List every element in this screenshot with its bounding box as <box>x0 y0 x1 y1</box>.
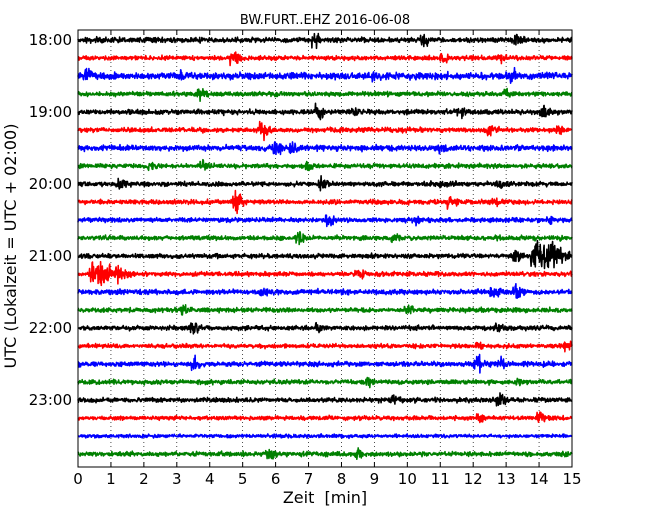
x-tick-label: 4 <box>205 470 215 488</box>
y-tick-label: 19:00 <box>29 103 72 121</box>
trace-1845 <box>77 87 573 102</box>
trace-2015 <box>77 189 573 215</box>
chart-title: BW.FURT..EHZ 2016-06-08 <box>240 13 410 28</box>
x-tick-label: 1 <box>106 470 116 488</box>
x-tick-label: 14 <box>530 470 549 488</box>
y-axis-label: UTC (Lokalzeit = UTC + 02:00) <box>1 124 20 369</box>
x-axis: 0 1 2 3 4 5 6 7 8 9 10 11 12 13 14 15 <box>73 30 582 488</box>
y-tick-label: 23:00 <box>29 391 72 409</box>
x-tick-label: 8 <box>337 470 347 488</box>
x-tick-label: 2 <box>139 470 149 488</box>
x-tick-label: 3 <box>172 470 182 488</box>
plot-frame <box>77 29 573 468</box>
trace-2100 <box>77 239 573 270</box>
x-tick-label: 11 <box>431 470 450 488</box>
trace-2300 <box>77 392 573 407</box>
x-tick-label: 6 <box>271 470 281 488</box>
x-tick-label: 0 <box>73 470 83 488</box>
trace-2230 <box>77 353 573 374</box>
trace-group <box>77 32 573 460</box>
y-tick-label: 22:00 <box>29 319 72 337</box>
x-axis-label: Zeit [min] <box>283 488 367 507</box>
trace-2000 <box>77 175 573 192</box>
y-tick-label: 21:00 <box>29 247 72 265</box>
x-tick-label: 7 <box>304 470 314 488</box>
trace-2215 <box>77 340 573 353</box>
x-tick-label: 13 <box>497 470 516 488</box>
trace-1830 <box>77 66 573 84</box>
x-tick-label: 12 <box>464 470 483 488</box>
x-tick-label: 10 <box>398 470 417 488</box>
trace-1945 <box>77 158 573 172</box>
trace-1815 <box>77 51 573 67</box>
trace-1915 <box>77 120 573 142</box>
x-tick-label: 15 <box>562 470 581 488</box>
trace-2345 <box>77 447 573 460</box>
trace-2030 <box>77 214 573 228</box>
trace-2200 <box>77 321 573 335</box>
trace-1930 <box>77 141 573 156</box>
trace-1800 <box>77 32 573 50</box>
grid-lines <box>110 30 540 467</box>
trace-2330 <box>77 433 573 440</box>
trace-2145 <box>77 304 573 316</box>
trace-2115 <box>77 260 573 287</box>
y-tick-label: 20:00 <box>29 175 72 193</box>
trace-2315 <box>77 411 573 424</box>
trace-2045 <box>77 230 573 246</box>
trace-2130 <box>77 283 573 299</box>
x-tick-label: 9 <box>370 470 380 488</box>
trace-1900 <box>77 102 573 121</box>
trace-2245 <box>77 376 573 389</box>
x-tick-label: 5 <box>238 470 248 488</box>
y-axis: 18:00 19:00 20:00 21:00 22:00 23:00 <box>29 31 572 409</box>
y-tick-label: 18:00 <box>29 31 72 49</box>
